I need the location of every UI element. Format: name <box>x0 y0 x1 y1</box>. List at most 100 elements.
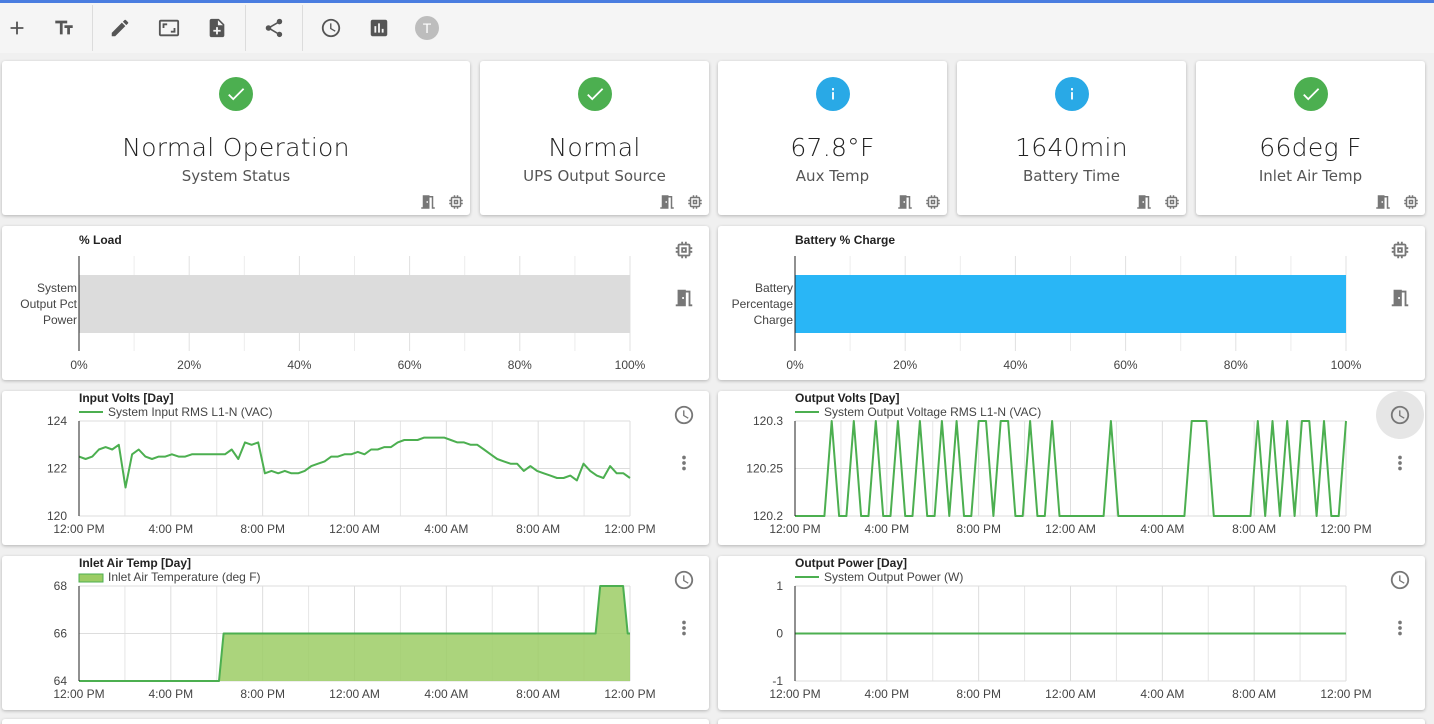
chip-icon[interactable] <box>671 237 697 263</box>
chart-icon[interactable] <box>356 3 402 53</box>
door-icon[interactable] <box>1135 193 1153 211</box>
x-tick-label: 8:00 AM <box>516 687 560 701</box>
chip-icon[interactable] <box>1402 193 1420 211</box>
chip-icon[interactable] <box>1163 193 1181 211</box>
x-tick-label: 20% <box>893 358 917 372</box>
x-tick-label: 4:00 PM <box>864 687 909 701</box>
user-avatar[interactable]: T <box>404 3 450 53</box>
battery-chart-card: Battery % Charge 0% 20% 40% 60% 80% 100% Batter… <box>718 226 1425 380</box>
door-icon[interactable] <box>896 193 914 211</box>
category-label: System <box>37 281 77 295</box>
info-icon <box>1054 77 1089 111</box>
info-icon <box>815 77 850 111</box>
door-icon[interactable] <box>1387 285 1413 311</box>
history-icon[interactable] <box>671 402 697 428</box>
y-tick-label: 124 <box>47 414 67 428</box>
add-icon[interactable] <box>0 3 40 53</box>
chip-icon[interactable] <box>686 193 704 211</box>
x-tick-label: 60% <box>398 358 422 372</box>
chart-title: Battery % Charge <box>795 233 895 247</box>
category-label: Percentage <box>732 297 794 311</box>
x-tick-label: 100% <box>1331 358 1362 372</box>
x-tick-label: 12:00 PM <box>53 522 104 536</box>
chart-title: % Load <box>79 233 122 247</box>
x-tick-label: 60% <box>1114 358 1138 372</box>
history-icon[interactable] <box>308 3 354 53</box>
more-vert-icon[interactable] <box>671 450 697 476</box>
stat-card-ups-output[interactable]: Normal UPS Output Source <box>480 61 709 215</box>
next-card-edge <box>2 719 709 724</box>
category-label: Power <box>43 313 77 327</box>
bar <box>79 275 630 333</box>
chip-icon[interactable] <box>924 193 942 211</box>
load-chart-card: % Load 0% 20% 40% 60% 80% 100% System Output Pct… <box>2 226 709 380</box>
y-tick-label: 120.2 <box>753 509 783 523</box>
x-tick-label: 12:00 PM <box>604 687 655 701</box>
chart-title: Input Volts [Day] <box>79 391 173 405</box>
history-icon[interactable] <box>1376 391 1424 439</box>
stat-card-aux-temp[interactable]: 67.8°F Aux Temp <box>718 61 947 215</box>
x-tick-label: 12:00 PM <box>1320 522 1371 536</box>
legend-label: Inlet Air Temperature (deg F) <box>108 570 261 584</box>
legend-label: System Output Voltage RMS L1-N (VAC) <box>824 405 1041 419</box>
load-bar-chart: % Load 0% 20% 40% 60% 80% 100% System Output Pct… <box>20 233 646 372</box>
battery-bar-chart: Battery % Charge 0% 20% 40% 60% 80% 100% Batter… <box>732 233 1362 372</box>
stat-value: Normal Operation <box>122 133 350 162</box>
stat-label: Aux Temp <box>795 167 870 185</box>
history-icon[interactable] <box>1387 567 1413 593</box>
input-volts-chart: Input Volts [Day]System Input RMS L1-N (… <box>47 391 656 536</box>
x-tick-label: 40% <box>1003 358 1027 372</box>
stat-label: UPS Output Source <box>523 167 666 185</box>
edit-icon[interactable] <box>97 3 143 53</box>
y-tick-label: 64 <box>54 674 68 688</box>
category-label: Battery <box>755 281 793 295</box>
output-power-chart: Output Power [Day]System Output Power (W… <box>769 556 1371 701</box>
x-tick-label: 12:00 AM <box>329 522 380 536</box>
chip-icon[interactable] <box>447 193 465 211</box>
x-tick-label: 4:00 PM <box>864 522 909 536</box>
more-vert-icon[interactable] <box>1387 450 1413 476</box>
avatar-letter: T <box>415 16 439 40</box>
x-tick-label: 4:00 AM <box>424 522 468 536</box>
chip-icon[interactable] <box>1387 237 1413 263</box>
stat-card-system-status[interactable]: Normal Operation System Status <box>2 61 470 215</box>
x-tick-label: 12:00 PM <box>769 522 820 536</box>
stat-card-battery-time[interactable]: 1640min Battery Time <box>957 61 1186 215</box>
share-icon[interactable] <box>251 3 297 53</box>
x-tick-label: 8:00 PM <box>956 687 1001 701</box>
toolbar: T <box>0 3 1434 53</box>
stat-card-inlet-air-temp[interactable]: 66deg F Inlet Air Temp <box>1196 61 1425 215</box>
stat-value: Normal <box>548 133 641 162</box>
x-tick-label: 8:00 PM <box>240 687 285 701</box>
chart-title: Inlet Air Temp [Day] <box>79 556 191 570</box>
history-icon[interactable] <box>671 567 697 593</box>
fullscreen-icon[interactable] <box>146 3 192 53</box>
more-vert-icon[interactable] <box>1387 615 1413 641</box>
text-size-icon[interactable] <box>41 3 87 53</box>
output-power-card: Output Power [Day] System Output Power (W… <box>718 556 1425 710</box>
more-vert-icon[interactable] <box>671 615 697 641</box>
x-tick-label: 8:00 PM <box>240 522 285 536</box>
y-tick-label: 120 <box>47 509 67 523</box>
x-tick-label: 8:00 AM <box>1232 687 1276 701</box>
door-icon[interactable] <box>419 193 437 211</box>
legend-label: System Output Power (W) <box>824 570 963 584</box>
input-volts-card: Input Volts [Day] System Input RMS L1-N (… <box>2 391 709 545</box>
x-tick-label: 12:00 AM <box>1045 522 1096 536</box>
check-circle-icon <box>577 77 612 111</box>
x-tick-label: 4:00 AM <box>424 687 468 701</box>
door-icon[interactable] <box>1374 193 1392 211</box>
x-tick-label: 80% <box>1224 358 1248 372</box>
x-tick-label: 100% <box>615 358 646 372</box>
y-tick-label: 68 <box>54 579 68 593</box>
door-icon[interactable] <box>658 193 676 211</box>
chart-title: Output Volts [Day] <box>795 391 899 405</box>
y-tick-label: 0 <box>776 627 783 641</box>
x-tick-label: 12:00 PM <box>1320 687 1371 701</box>
legend-swatch <box>78 573 104 583</box>
x-tick-label: 8:00 AM <box>1232 522 1276 536</box>
legend-label: System Input RMS L1-N (VAC) <box>108 405 272 419</box>
chart-title: Output Power [Day] <box>795 556 907 570</box>
new-page-icon[interactable] <box>194 3 240 53</box>
door-icon[interactable] <box>671 285 697 311</box>
